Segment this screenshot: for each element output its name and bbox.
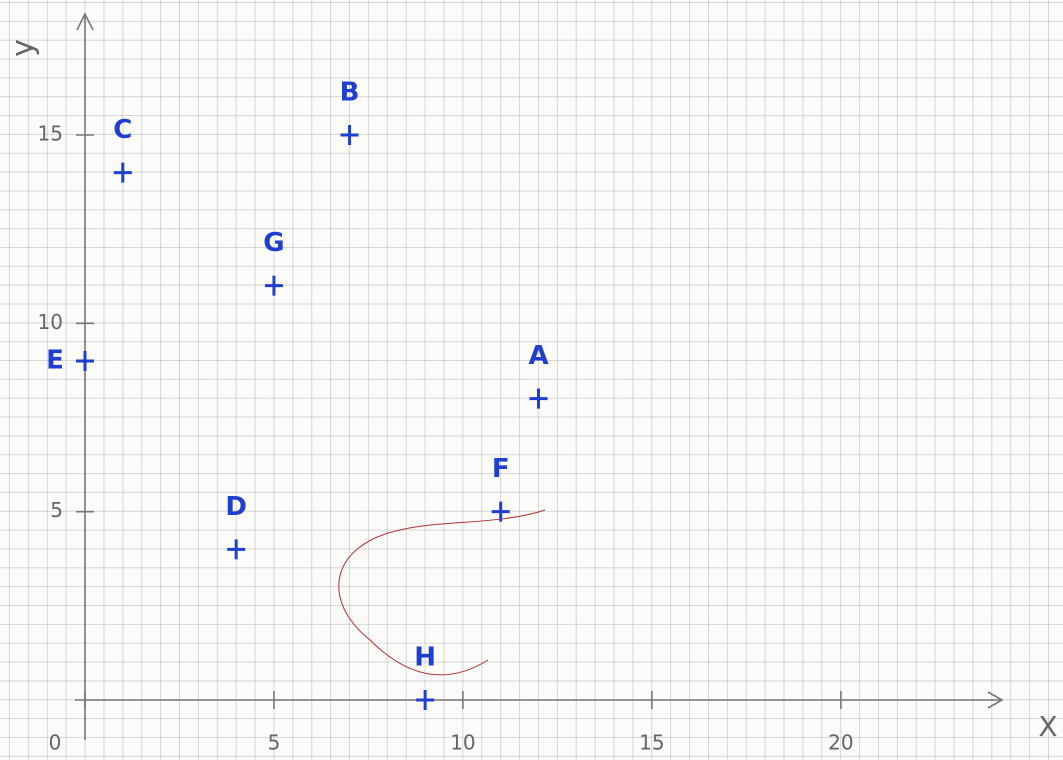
x-tick-label: 10: [450, 731, 475, 755]
point-marker: [529, 388, 548, 409]
point-label: E: [46, 346, 64, 376]
x-axis: [75, 691, 1004, 709]
point-label: A: [528, 341, 548, 371]
y-axis-label: y: [6, 39, 41, 57]
point-marker: [264, 275, 283, 296]
point-label: D: [225, 492, 247, 522]
point-label: H: [414, 643, 436, 673]
point-label: F: [492, 454, 510, 484]
x-tick-label: 15: [639, 731, 664, 755]
y-tick-label: 10: [38, 310, 63, 334]
x-tick-label: 0: [49, 731, 62, 755]
point-marker: [113, 162, 132, 183]
point-label: G: [263, 228, 284, 258]
point-label: B: [340, 78, 360, 108]
point-label: C: [113, 115, 132, 145]
x-tick-label: 20: [828, 731, 853, 755]
y-tick-label: 15: [38, 122, 63, 146]
point-marker: [340, 125, 359, 145]
point-marker: [416, 690, 435, 710]
y-axis: [76, 12, 94, 740]
x-tick-label: 5: [268, 731, 281, 755]
x-axis-label: X: [1038, 710, 1057, 743]
point-marker: [76, 351, 94, 371]
annotation-curve: [338, 509, 546, 676]
point-marker: [227, 539, 246, 560]
point-marker: [491, 501, 510, 522]
y-tick-label: 5: [50, 498, 63, 522]
